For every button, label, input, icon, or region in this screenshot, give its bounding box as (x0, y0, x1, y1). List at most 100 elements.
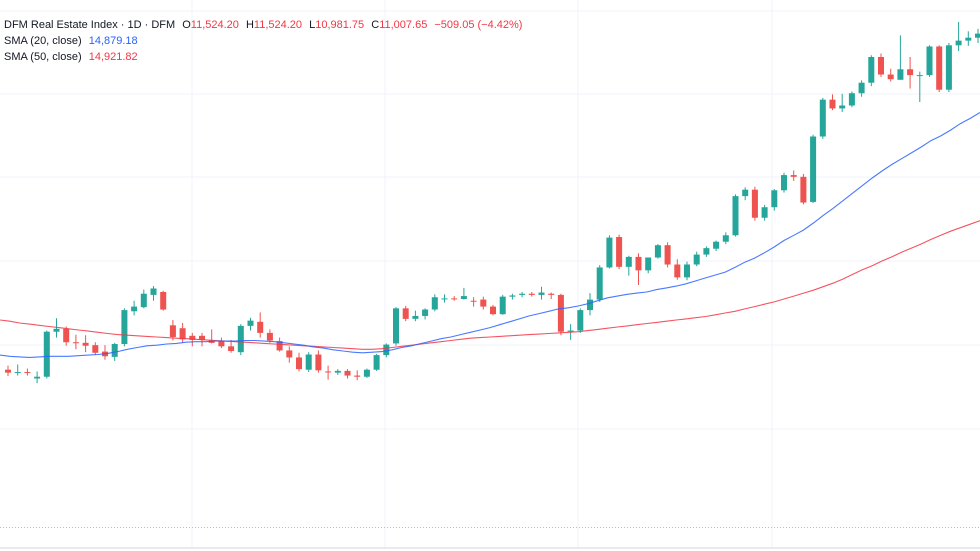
candle-up (645, 257, 652, 271)
candle-up (53, 328, 60, 332)
candle-down (800, 176, 807, 203)
candle-up (926, 46, 933, 76)
candle-up (703, 248, 710, 255)
candle-up (848, 93, 855, 106)
candle-up (955, 40, 962, 46)
candle-up (819, 99, 826, 137)
sma-20-line (0, 112, 980, 358)
candle-down (451, 298, 458, 300)
low-label: L (309, 19, 316, 31)
candle-up (916, 75, 923, 77)
candle-up (519, 293, 526, 295)
candle-down (635, 256, 642, 271)
sma50-value: 14,921.82 (88, 51, 138, 63)
symbol-title: DFM Real Estate Index · 1D · DFM (4, 19, 176, 31)
candle-up (305, 354, 312, 370)
legend-sma20-row[interactable]: SMA (20, close) 14,879.18 (4, 33, 522, 49)
candle-up (625, 256, 632, 267)
candle-down (790, 175, 797, 177)
candle-up (945, 45, 952, 90)
legend-sma50-row[interactable]: SMA (50, close) 14,921.82 (4, 49, 522, 65)
candle-up (538, 292, 545, 295)
candle-up (499, 296, 506, 315)
candle-down (936, 46, 943, 90)
high-label: H (245, 19, 254, 31)
candle-down (344, 370, 351, 376)
candle-up (732, 196, 739, 236)
sma-50-line (0, 220, 980, 350)
candle-up (693, 254, 700, 265)
close-value: 11,007.65 (379, 19, 428, 31)
candle-down (82, 342, 89, 346)
candle-down (276, 341, 283, 351)
candle-up (839, 105, 846, 109)
candle-up (974, 33, 980, 38)
candle-up (654, 245, 661, 258)
candle-up (237, 325, 244, 353)
candle-up (392, 308, 400, 344)
candle-up (363, 369, 370, 377)
candle-up (131, 306, 138, 312)
candle-up (140, 293, 147, 308)
candle-down (489, 306, 497, 315)
candle-up (412, 315, 419, 319)
candle-down (257, 321, 264, 333)
candle-up (247, 320, 254, 326)
candle-up (111, 343, 118, 357)
candle-up (34, 376, 41, 379)
candle-up (897, 69, 904, 80)
candle-down (616, 237, 623, 267)
candle-up (460, 296, 467, 299)
high-value: 11,524.20 (253, 19, 303, 31)
candle-up (810, 136, 817, 202)
candle-down (674, 264, 681, 278)
candle-up (606, 237, 613, 268)
candle-down (179, 328, 186, 340)
candle-up (567, 330, 574, 332)
candle-down (354, 375, 361, 377)
candle-down (169, 325, 176, 337)
candle-down (266, 332, 273, 341)
candle-up (586, 299, 594, 311)
candle-down (24, 372, 31, 374)
candle-up (441, 298, 448, 300)
candle-up (14, 372, 21, 374)
candle-up (373, 355, 380, 370)
candle-up (722, 235, 729, 242)
candle-down (887, 74, 894, 80)
candle-up (383, 344, 390, 356)
candle-down (286, 350, 293, 358)
legend-symbol-row[interactable]: DFM Real Estate Index · 1D · DFM O11,524… (4, 17, 522, 33)
change-value: −509.05 (−4.42%) (434, 19, 523, 31)
close-label: C (371, 19, 380, 31)
candle-down (829, 99, 836, 109)
candle-up (713, 241, 720, 249)
candle-down (751, 189, 758, 218)
chart-legend: DFM Real Estate Index · 1D · DFM O11,524… (4, 17, 522, 65)
candle-down (189, 335, 196, 340)
candle-down (548, 293, 555, 295)
candle-up (965, 37, 972, 41)
sma20-value: 14,879.18 (88, 35, 138, 47)
candle-down (92, 345, 99, 353)
candle-down (198, 335, 206, 340)
sma20-label: SMA (20, close) (4, 35, 82, 47)
candle-down (63, 328, 70, 343)
candle-up (742, 189, 749, 197)
candle-down (470, 300, 477, 302)
candle-down (480, 299, 487, 307)
candle-up (868, 56, 875, 83)
candle-up (509, 295, 516, 297)
candle-up (577, 310, 584, 331)
candle-up (422, 309, 429, 316)
candle-up (596, 267, 603, 300)
candle-down (907, 69, 914, 76)
candlestick-series (4, 21, 980, 384)
candle-down (877, 56, 885, 75)
candle-down (218, 340, 225, 347)
low-value: 10,981.75 (315, 19, 365, 31)
candle-down (402, 308, 409, 319)
candle-down (160, 291, 167, 310)
